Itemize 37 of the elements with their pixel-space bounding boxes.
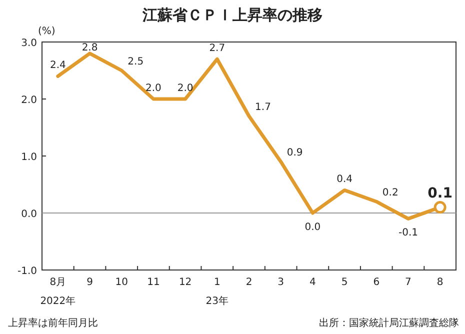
data-label: 2.4 (50, 60, 66, 72)
data-label: 0.0 (304, 222, 321, 233)
x-tick-label: 9 (86, 277, 93, 288)
x-tick-label: 6 (373, 277, 380, 288)
x-tick-label: 10 (115, 277, 128, 288)
data-label: 0.1 (428, 185, 452, 202)
data-label: 2.5 (128, 56, 144, 68)
x-tick-label: 11 (147, 277, 160, 288)
x-tick-label: 4 (310, 277, 316, 288)
x-tick-label: 7 (405, 277, 412, 288)
text: 2022年 (40, 295, 76, 307)
data-label: 2.0 (146, 83, 162, 94)
x-tick-label: 8月 (50, 277, 66, 288)
text: 23年 (206, 295, 229, 307)
x-tick-label: 2 (246, 277, 252, 288)
y-tick-label: 3.0 (21, 38, 37, 49)
x-tick-label: 5 (341, 277, 348, 288)
x-tick-label: 1 (214, 277, 220, 288)
x-tick-label: 3 (278, 277, 284, 288)
data-label: 2.0 (177, 83, 194, 94)
text: 出所：国家統計局江蘇調査総隊 (319, 317, 459, 329)
data-label: 0.4 (336, 174, 352, 186)
data-label: 0.2 (382, 188, 398, 199)
data-label: 2.7 (209, 43, 226, 54)
y-tick-label: 0.0 (21, 209, 37, 220)
chart-title: 江蘇省ＣＰＩ上昇率の推移 (142, 6, 322, 24)
y-tick-label: 2.0 (21, 95, 37, 106)
x-tick-label: 8 (436, 277, 444, 288)
data-label: 2.8 (82, 42, 98, 54)
y-axis-title: (%) (38, 26, 56, 37)
x-tick-label: 12 (178, 277, 192, 288)
y-tick-label: 1.0 (21, 152, 37, 163)
data-label: 0.9 (286, 148, 303, 159)
text: 上昇率は前年同月比 (8, 317, 98, 329)
data-label: -0.1 (398, 228, 418, 239)
y-tick-label: -1.0 (17, 266, 37, 277)
data-label: 1.7 (255, 102, 271, 114)
